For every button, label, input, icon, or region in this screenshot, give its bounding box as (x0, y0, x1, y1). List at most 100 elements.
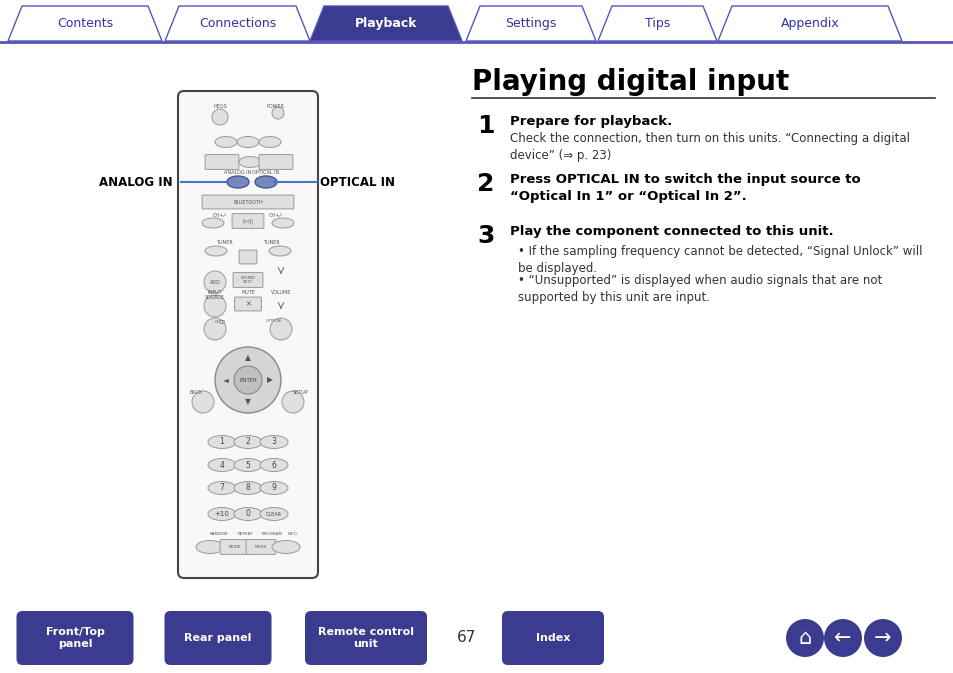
Text: 8: 8 (245, 483, 250, 493)
Text: PROGRAM: PROGRAM (262, 532, 283, 536)
FancyBboxPatch shape (205, 155, 238, 170)
Circle shape (204, 271, 226, 293)
Text: INFO: INFO (288, 532, 297, 536)
Text: ✕: ✕ (245, 301, 251, 307)
Text: ←: ← (833, 628, 851, 648)
Text: Press OPTICAL IN to switch the input source to
“Optical In 1” or “Optical In 2”.: Press OPTICAL IN to switch the input sou… (510, 173, 860, 203)
Text: OPTION: OPTION (265, 319, 281, 323)
Text: CLEAR: CLEAR (266, 511, 282, 516)
Circle shape (863, 619, 901, 657)
Circle shape (785, 619, 823, 657)
Ellipse shape (205, 246, 227, 256)
Ellipse shape (208, 507, 235, 520)
Ellipse shape (233, 435, 262, 448)
Ellipse shape (269, 246, 291, 256)
Text: Appendix: Appendix (780, 17, 839, 30)
Text: ▶: ▶ (267, 376, 273, 384)
FancyBboxPatch shape (16, 611, 133, 665)
Circle shape (214, 347, 281, 413)
Text: OPTICAL IN: OPTICAL IN (319, 176, 395, 188)
Text: 5: 5 (245, 460, 251, 470)
Ellipse shape (272, 218, 294, 228)
Text: ANALOG IN: ANALOG IN (224, 170, 252, 176)
Text: HEOS: HEOS (213, 104, 227, 110)
Text: MUTE: MUTE (241, 291, 254, 295)
Polygon shape (8, 6, 162, 41)
Polygon shape (310, 6, 461, 41)
FancyBboxPatch shape (178, 91, 317, 578)
Polygon shape (718, 6, 901, 41)
FancyBboxPatch shape (239, 250, 256, 264)
Circle shape (204, 295, 226, 317)
Circle shape (192, 391, 213, 413)
Ellipse shape (236, 137, 258, 147)
Text: +10: +10 (214, 511, 230, 517)
Text: 2: 2 (476, 172, 494, 196)
Text: Playing digital input: Playing digital input (472, 68, 788, 96)
Text: ENTER: ENTER (239, 378, 256, 382)
Circle shape (823, 619, 862, 657)
Polygon shape (598, 6, 717, 41)
Text: Play the component connected to this unit.: Play the component connected to this uni… (510, 225, 833, 238)
Circle shape (270, 318, 292, 340)
Text: 0: 0 (245, 509, 251, 518)
Text: SOUND
SETT.: SOUND SETT. (240, 276, 255, 284)
Text: BLUETOOTH: BLUETOOTH (233, 199, 263, 205)
FancyBboxPatch shape (202, 195, 294, 209)
Ellipse shape (233, 458, 262, 472)
FancyBboxPatch shape (233, 273, 263, 287)
Text: Connections: Connections (198, 17, 275, 30)
Text: OPTICAL IN: OPTICAL IN (252, 170, 279, 176)
Ellipse shape (272, 540, 299, 553)
Circle shape (282, 391, 304, 413)
FancyBboxPatch shape (220, 540, 250, 555)
Ellipse shape (260, 481, 288, 495)
Text: Settings: Settings (505, 17, 557, 30)
Ellipse shape (208, 435, 235, 448)
Text: TUNER: TUNER (263, 240, 280, 246)
FancyBboxPatch shape (259, 155, 293, 170)
Ellipse shape (260, 458, 288, 472)
Ellipse shape (214, 137, 236, 147)
Text: REPEAT: REPEAT (237, 532, 253, 536)
Text: ANALOG IN: ANALOG IN (99, 176, 172, 188)
Text: VOLUME: VOLUME (271, 291, 291, 295)
Text: 1: 1 (476, 114, 494, 138)
Text: Remote control
unit: Remote control unit (317, 627, 414, 649)
Ellipse shape (208, 458, 235, 472)
Text: RANDOM: RANDOM (210, 532, 229, 536)
FancyBboxPatch shape (234, 297, 261, 311)
Text: MODE: MODE (254, 545, 267, 549)
Text: Index: Index (536, 633, 570, 643)
FancyBboxPatch shape (305, 611, 427, 665)
FancyBboxPatch shape (232, 213, 264, 228)
Text: Tips: Tips (644, 17, 669, 30)
Text: INPUT
SOURCE: INPUT SOURCE (205, 289, 225, 300)
Text: →: → (873, 628, 891, 648)
Ellipse shape (233, 507, 262, 520)
Circle shape (212, 109, 228, 125)
Ellipse shape (260, 435, 288, 448)
Ellipse shape (239, 157, 261, 168)
Text: CH+/-: CH+/- (268, 213, 283, 217)
Text: POWER: POWER (267, 104, 285, 110)
Text: 6: 6 (272, 460, 276, 470)
Ellipse shape (208, 481, 235, 495)
FancyBboxPatch shape (246, 540, 275, 555)
Text: Prepare for playback.: Prepare for playback. (510, 115, 672, 128)
Text: ▲: ▲ (245, 353, 251, 363)
Text: Playback: Playback (355, 17, 416, 30)
Circle shape (233, 366, 262, 394)
Text: BACK: BACK (190, 390, 203, 394)
FancyBboxPatch shape (501, 611, 603, 665)
Ellipse shape (227, 176, 249, 188)
Ellipse shape (202, 218, 224, 228)
Text: 7: 7 (219, 483, 224, 493)
Circle shape (204, 318, 226, 340)
Text: MODE: MODE (229, 545, 241, 549)
Ellipse shape (195, 540, 224, 553)
Circle shape (272, 107, 284, 119)
Polygon shape (165, 6, 310, 41)
Text: Rear panel: Rear panel (184, 633, 252, 643)
Text: • If the sampling frequency cannot be detected, “Signal Unlock” will
be displaye: • If the sampling frequency cannot be de… (517, 245, 922, 275)
